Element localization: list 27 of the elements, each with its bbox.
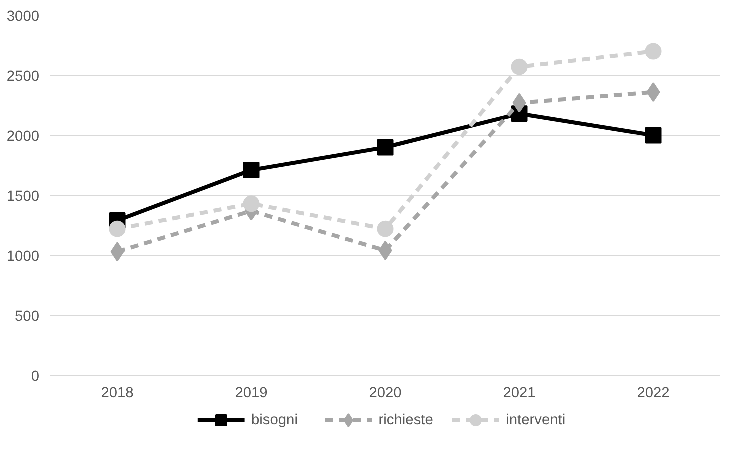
point: [377, 220, 394, 238]
x-tick-label: 2021: [503, 386, 536, 402]
y-tick-label: 1000: [6, 249, 40, 265]
legend-label: interventi: [506, 412, 566, 428]
point: [645, 43, 662, 60]
x-tick-label: 2019: [235, 386, 268, 402]
legend-label: bisogni: [252, 412, 298, 428]
point: [110, 242, 124, 262]
point: [243, 162, 260, 179]
point: [378, 240, 392, 260]
legend-label: richieste: [378, 412, 434, 428]
point: [511, 58, 528, 76]
x-tick-label: 2018: [101, 386, 134, 402]
y-tick-label: 2500: [6, 69, 40, 85]
y-tick-label: 2000: [6, 129, 40, 145]
point: [645, 127, 662, 144]
x-tick-label: 2022: [637, 386, 670, 402]
point: [512, 93, 526, 113]
point: [243, 196, 260, 212]
y-tick-label: 1500: [6, 189, 40, 205]
point: [109, 220, 126, 238]
x-tick-label: 2020: [369, 386, 402, 402]
y-tick-label: 3000: [6, 9, 40, 25]
point: [377, 139, 394, 156]
y-tick-label: 0: [31, 369, 40, 385]
y-tick-label: 500: [15, 309, 40, 325]
point: [646, 82, 660, 102]
